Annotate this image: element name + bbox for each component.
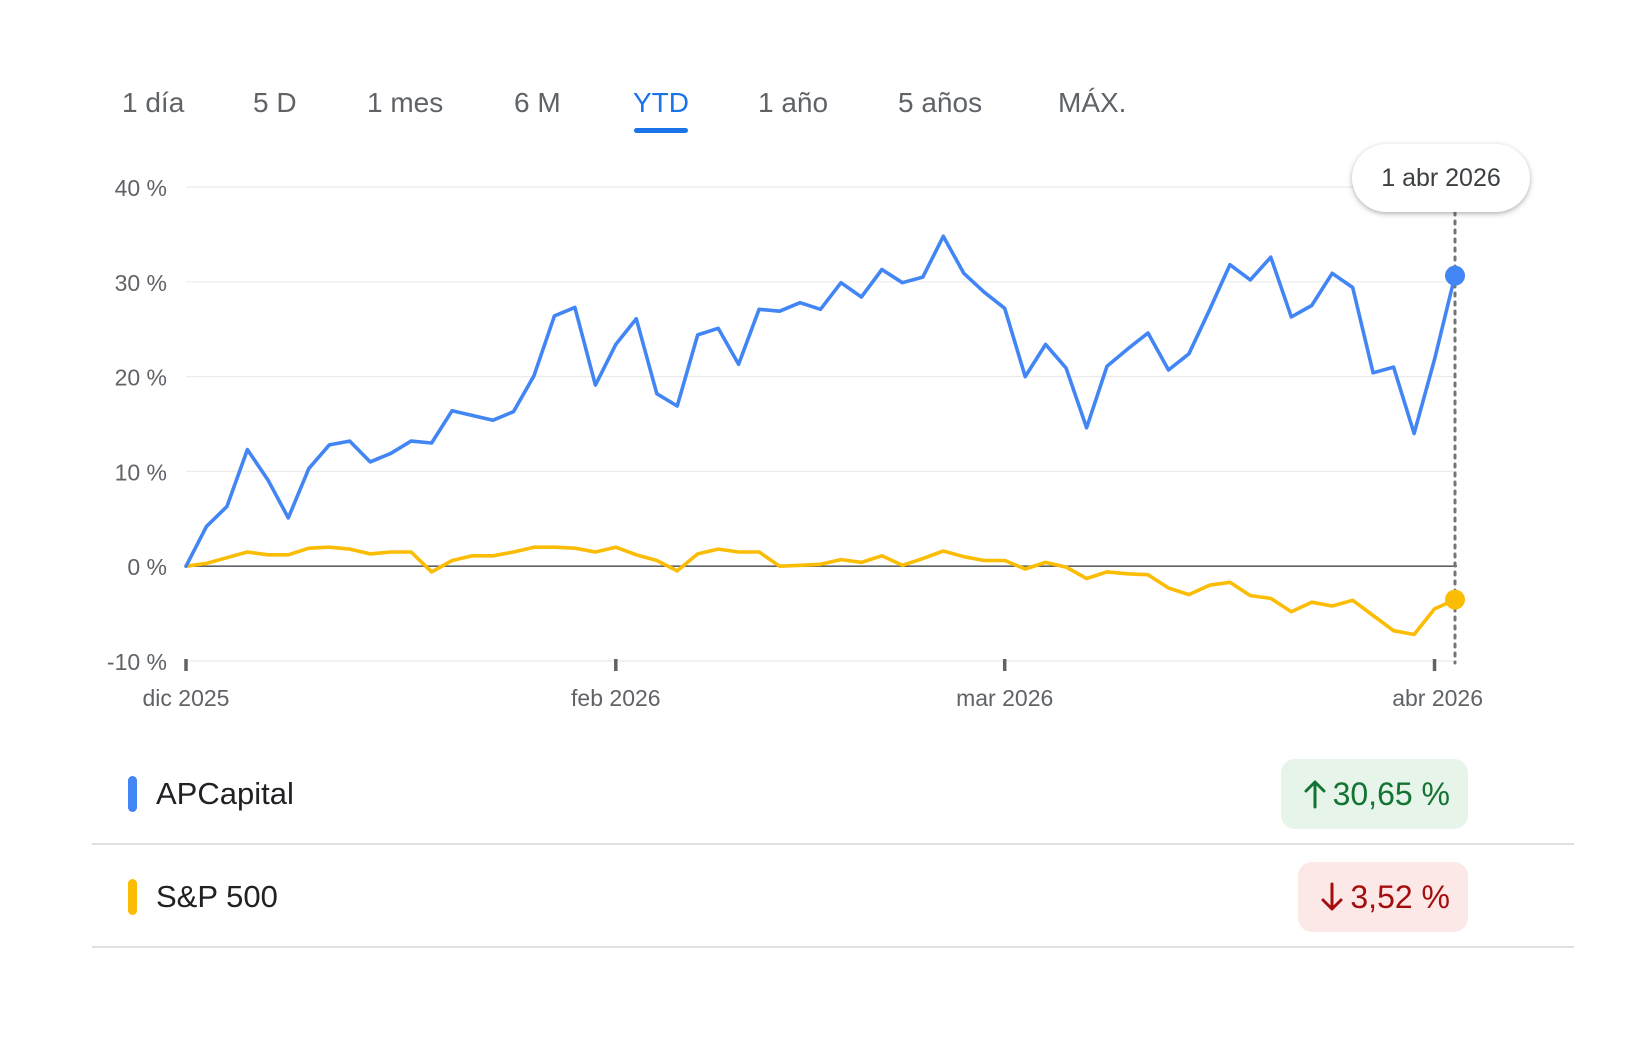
x-tick-label: abr 2026 [1392, 685, 1483, 711]
x-axis: dic 2025 feb 2026 mar 2026 abr 2026 [143, 659, 1483, 711]
tab-ytd[interactable]: YTD [633, 87, 689, 118]
tab-5-days[interactable]: 5 D [253, 87, 297, 118]
series-color-swatch [128, 776, 137, 812]
tab-6-months[interactable]: 6 M [514, 87, 561, 118]
tab-1-month[interactable]: 1 mes [367, 87, 444, 118]
tab-5-years[interactable]: 5 años [898, 87, 983, 118]
y-tick-label: 0 % [127, 554, 167, 580]
y-tick-label: 20 % [115, 365, 167, 391]
y-axis-labels: 40 % 30 % 20 % 10 % 0 % -10 % [107, 175, 167, 675]
y-tick-label: 10 % [115, 459, 167, 485]
series-name: S&P 500 [156, 879, 278, 914]
change-value: 3,52 % [1350, 879, 1450, 915]
hover-indicator [1445, 201, 1465, 665]
tab-1-year[interactable]: 1 año [758, 87, 829, 118]
legend-row-sp500[interactable]: S&P 500 3,52 % [92, 846, 1574, 948]
tab-max[interactable]: MÁX. [1058, 87, 1127, 118]
time-range-tabs: 1 día 5 D 1 mes 6 M YTD 1 año 5 años MÁX… [0, 0, 1642, 150]
legend-row-apcapital[interactable]: APCapital 30,65 % [92, 743, 1574, 845]
arrow-up-icon [1304, 780, 1326, 809]
grid-lines [186, 186, 1457, 662]
active-tab-indicator [634, 128, 688, 133]
series-lines [184, 234, 1457, 637]
series-line-s-p-500 [184, 545, 1457, 637]
arrow-down-icon [1321, 882, 1343, 911]
x-tick-label: mar 2026 [956, 685, 1053, 711]
change-value: 30,65 % [1332, 776, 1450, 812]
x-tick-label: feb 2026 [571, 685, 661, 711]
change-badge-down: 3,52 % [1298, 862, 1468, 932]
hover-point-apcapital [1445, 265, 1465, 286]
change-badge-up: 30,65 % [1280, 759, 1468, 829]
comparison-line-chart[interactable]: 40 % 30 % 20 % 10 % 0 % -10 % dic 2025 feb 202… [0, 140, 1642, 730]
y-tick-label: 40 % [115, 175, 167, 201]
y-tick-label: 30 % [115, 270, 167, 296]
y-tick-label: -10 % [107, 649, 167, 675]
hover-date-tooltip: 1 abr 2026 [1352, 144, 1530, 212]
series-color-swatch [128, 879, 137, 915]
x-tick-label: dic 2025 [143, 685, 230, 711]
series-name: APCapital [156, 776, 294, 811]
series-line-apcapital [184, 234, 1457, 569]
hover-point-s-p-500 [1445, 589, 1465, 610]
tab-1-day[interactable]: 1 día [122, 87, 185, 118]
